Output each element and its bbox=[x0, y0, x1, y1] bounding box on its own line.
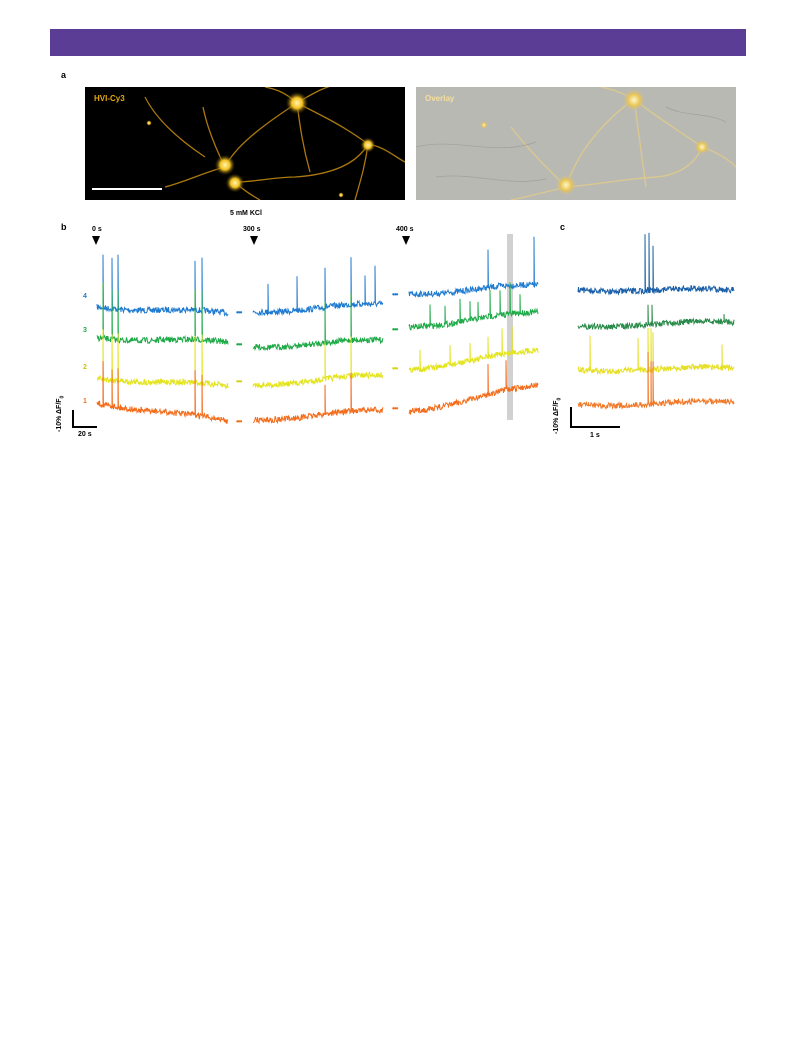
row-label-3: 3 bbox=[83, 327, 87, 334]
trace-row4-seg3 bbox=[408, 236, 539, 298]
scale-bar-c-horizontal bbox=[570, 426, 620, 428]
gap-dots-row3-a: ••• bbox=[236, 340, 242, 349]
gap-dots-row4-b: ••• bbox=[392, 290, 398, 299]
trace-row3-seg2 bbox=[252, 293, 384, 352]
overlay-image: Overlay bbox=[416, 87, 736, 200]
fluorescence-neurons-drawing bbox=[144, 87, 405, 200]
gap-dots-row2-a: ••• bbox=[236, 377, 242, 386]
panel-b-label: b bbox=[61, 222, 67, 232]
time-label-0s: 0 s bbox=[92, 226, 102, 233]
fluorescence-image: HVI-Cy3 1 2 3 4 bbox=[85, 87, 405, 200]
image-scale-bar bbox=[92, 188, 162, 190]
trace-c-row2 bbox=[577, 327, 735, 376]
scale-label-c-x: 1 s bbox=[590, 432, 600, 439]
gap-dots-row1-b: ••• bbox=[392, 404, 398, 413]
overlay-neurons-drawing bbox=[416, 87, 736, 200]
fluorescence-image-title: HVI-Cy3 bbox=[94, 94, 125, 103]
cell-label-2: 2 bbox=[303, 111, 308, 120]
overlay-image-title: Overlay bbox=[425, 94, 455, 103]
time-label-400s: 400 s bbox=[396, 226, 414, 233]
trace-row4-seg2 bbox=[252, 257, 384, 317]
trace-row3-seg1 bbox=[96, 282, 229, 345]
trace-c-row3 bbox=[577, 304, 735, 331]
fluorescence-traces bbox=[96, 232, 735, 425]
panel-a-label: a bbox=[61, 70, 67, 80]
trace-row1-seg3 bbox=[408, 360, 539, 415]
treatment-label: 5 mM KCl bbox=[230, 210, 262, 217]
gap-dots-row3-b: ••• bbox=[392, 325, 398, 334]
row-label-2: 2 bbox=[83, 364, 87, 371]
arrowhead-0s bbox=[92, 236, 100, 245]
cell-label-4: 4 bbox=[370, 130, 375, 139]
panel-c-label: c bbox=[560, 222, 566, 232]
trace-c-row4 bbox=[577, 232, 735, 296]
scale-bar-c-vertical bbox=[570, 407, 572, 427]
header-banner bbox=[50, 29, 746, 56]
trace-row2-seg2 bbox=[252, 336, 384, 389]
highlight-window bbox=[507, 234, 513, 420]
row-label-4: 4 bbox=[83, 293, 87, 300]
gap-dots-row1-a: ••• bbox=[236, 417, 242, 426]
gap-dots-row4-a: ••• bbox=[236, 308, 242, 317]
arrowhead-300s bbox=[250, 236, 258, 245]
trace-row1-seg1 bbox=[96, 361, 229, 425]
arrowhead-400s bbox=[402, 236, 410, 245]
trace-row3-seg3 bbox=[408, 282, 539, 331]
gap-dots-row2-b: ••• bbox=[392, 364, 398, 373]
scale-bar-b-vertical bbox=[72, 410, 74, 427]
time-label-300s: 300 s bbox=[243, 226, 261, 233]
trace-row2-seg3 bbox=[408, 326, 539, 374]
trace-row4-seg1 bbox=[96, 254, 229, 317]
trace-c-row1 bbox=[577, 351, 735, 410]
scale-bar-b-horizontal bbox=[72, 426, 97, 428]
trace-row1-seg2 bbox=[252, 372, 384, 425]
cell-label-3: 3 bbox=[247, 184, 252, 193]
cell-label-1: 1 bbox=[233, 163, 238, 172]
scale-label-b-x: 20 s bbox=[78, 431, 92, 438]
row-label-1: 1 bbox=[83, 398, 87, 405]
